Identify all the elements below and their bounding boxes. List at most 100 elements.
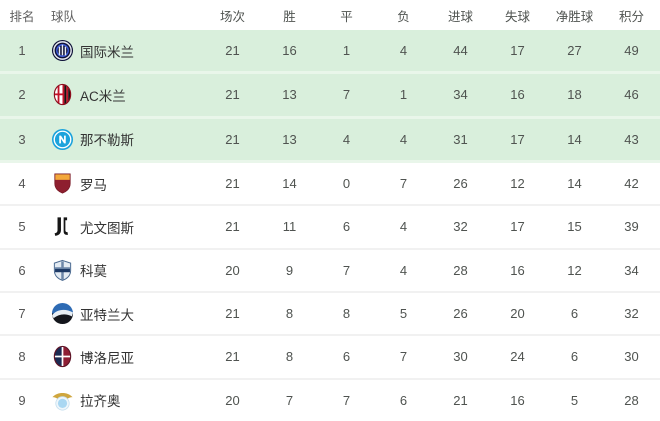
header-lost: 负 [397, 9, 410, 24]
team-cell: 科莫 [44, 259, 204, 282]
team-name: 尤文图斯 [80, 220, 134, 236]
drawn-cell: 4 [342, 131, 351, 147]
won-cell: 16 [282, 43, 297, 59]
rank-cell: 1 [18, 43, 26, 59]
points-cell: 46 [624, 87, 639, 103]
played-cell: 21 [225, 349, 240, 365]
won-cell: 14 [282, 176, 297, 192]
won-cell: 8 [285, 349, 294, 365]
goal-diff-cell: 14 [567, 176, 582, 192]
roma-logo [51, 172, 74, 195]
goals-for-cell: 44 [453, 43, 468, 59]
team-cell: 那不勒斯 [44, 128, 204, 151]
team-name: 亚特兰大 [80, 307, 134, 323]
team-name: 科莫 [80, 264, 107, 280]
lazio-logo [51, 389, 74, 412]
points-cell: 32 [624, 306, 639, 322]
played-cell: 21 [225, 43, 240, 59]
table-row[interactable]: 7 亚特兰大 21 8 8 5 26 20 6 32 [0, 292, 660, 337]
table-row[interactable]: 4 罗马 21 14 0 7 26 12 14 42 [0, 162, 660, 207]
juventus-logo [51, 215, 74, 238]
goals-against-cell: 16 [510, 87, 525, 103]
won-cell: 11 [282, 219, 297, 235]
table-row[interactable]: 9 拉齐奥 20 7 7 6 21 16 5 28 [0, 379, 660, 421]
header-played: 场次 [219, 9, 245, 24]
table-row[interactable]: 2 AC米兰 21 13 7 1 34 16 18 46 [0, 74, 660, 119]
atalanta-logo [51, 302, 74, 325]
table-header-row: 排名 球队 场次 胜 平 负 进球 失球 净胜球 积分 [0, 0, 660, 30]
lost-cell: 4 [399, 43, 408, 59]
table-row[interactable]: 1 国际米兰 21 16 1 4 44 17 27 49 [0, 30, 660, 75]
goals-against-cell: 17 [510, 43, 525, 59]
goals-against-cell: 16 [510, 392, 525, 408]
lost-cell: 4 [399, 262, 408, 278]
header-goal-diff: 净胜球 [555, 9, 594, 24]
goal-diff-cell: 5 [570, 392, 579, 408]
goals-for-cell: 26 [453, 306, 468, 322]
team-name: 拉齐奥 [80, 394, 121, 410]
goals-against-cell: 17 [510, 219, 525, 235]
goals-for-cell: 30 [453, 349, 468, 365]
team-cell: 拉齐奥 [44, 389, 204, 412]
played-cell: 20 [225, 262, 240, 278]
won-cell: 13 [282, 131, 297, 147]
rank-cell: 9 [18, 392, 26, 408]
won-cell: 9 [285, 262, 294, 278]
team-cell: 亚特兰大 [44, 302, 204, 325]
table-row[interactable]: 5 尤文图斯 21 11 6 4 32 17 15 39 [0, 206, 660, 250]
goals-for-cell: 32 [453, 219, 468, 235]
goal-diff-cell: 14 [567, 131, 582, 147]
team-name: 罗马 [80, 177, 107, 193]
drawn-cell: 0 [342, 176, 351, 192]
goals-for-cell: 34 [453, 87, 468, 103]
drawn-cell: 6 [342, 219, 351, 235]
played-cell: 21 [225, 219, 240, 235]
ac-milan-logo [51, 83, 74, 106]
played-cell: 21 [225, 131, 240, 147]
played-cell: 20 [225, 392, 240, 408]
napoli-logo [51, 128, 74, 151]
inter-milan-logo [51, 39, 74, 62]
team-name: 博洛尼亚 [80, 350, 134, 366]
header-team: 球队 [51, 9, 77, 24]
table-row[interactable]: 6 科莫 20 9 7 4 28 16 12 34 [0, 249, 660, 293]
rank-cell: 2 [18, 87, 26, 103]
table-row[interactable]: 8 博洛尼亚 21 8 6 7 30 24 6 30 [0, 336, 660, 380]
lost-cell: 7 [399, 349, 408, 365]
lost-cell: 1 [399, 87, 408, 103]
team-cell: 尤文图斯 [44, 215, 204, 238]
goal-diff-cell: 6 [570, 349, 579, 365]
points-cell: 43 [624, 131, 639, 147]
points-cell: 39 [624, 219, 639, 235]
drawn-cell: 6 [342, 349, 351, 365]
goals-for-cell: 21 [453, 392, 468, 408]
lost-cell: 5 [399, 306, 408, 322]
team-name: AC米兰 [80, 88, 126, 104]
rank-cell: 5 [18, 219, 26, 235]
rank-cell: 6 [18, 262, 26, 278]
goal-diff-cell: 6 [570, 306, 579, 322]
goals-against-cell: 17 [510, 131, 525, 147]
goals-for-cell: 31 [453, 131, 468, 147]
points-cell: 42 [624, 176, 639, 192]
como-logo [51, 259, 74, 282]
bologna-logo [51, 345, 74, 368]
team-cell: 罗马 [44, 172, 204, 195]
lost-cell: 4 [399, 131, 408, 147]
lost-cell: 4 [399, 219, 408, 235]
points-cell: 49 [624, 43, 639, 59]
lost-cell: 7 [399, 176, 408, 192]
rank-cell: 7 [18, 306, 26, 322]
goals-against-cell: 20 [510, 306, 525, 322]
team-cell: 国际米兰 [44, 39, 204, 62]
header-rank: 排名 [9, 9, 35, 24]
won-cell: 7 [285, 392, 294, 408]
goal-diff-cell: 27 [567, 43, 582, 59]
goals-for-cell: 28 [453, 262, 468, 278]
won-cell: 8 [285, 306, 294, 322]
drawn-cell: 7 [342, 262, 351, 278]
table-row[interactable]: 3 那不勒斯 21 13 4 4 31 17 14 43 [0, 118, 660, 163]
points-cell: 28 [624, 392, 639, 408]
drawn-cell: 8 [342, 306, 351, 322]
